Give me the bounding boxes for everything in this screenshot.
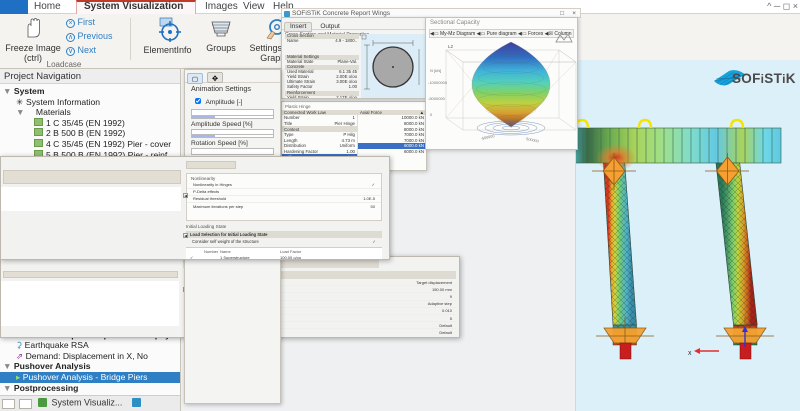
svg-text:x: x xyxy=(688,350,692,357)
svg-text:N [kN]: N [kN] xyxy=(430,68,441,73)
svg-text:500000: 500000 xyxy=(526,137,539,144)
svg-text:0: 0 xyxy=(430,112,433,117)
svg-text:-10000000: -10000000 xyxy=(428,80,448,85)
svg-text:-5000000: -5000000 xyxy=(428,96,446,101)
svg-text:L2: L2 xyxy=(448,44,454,49)
svg-text:-500000: -500000 xyxy=(480,134,494,141)
